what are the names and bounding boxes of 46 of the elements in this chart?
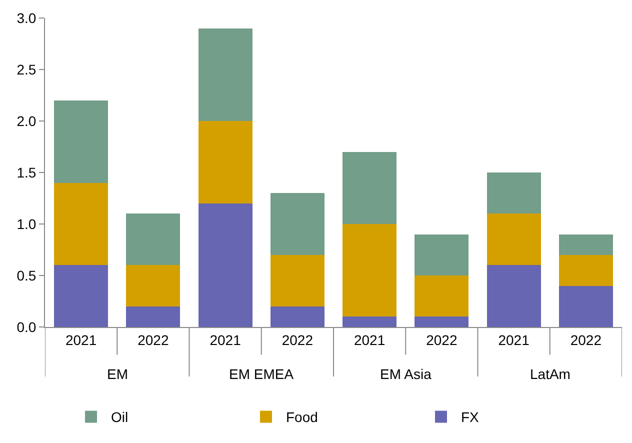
x-tick-label: 2022: [570, 332, 602, 348]
bar: [270, 254, 324, 306]
text: EM: [107, 366, 128, 382]
legend-label: Oil: [111, 409, 128, 426]
bar: [342, 152, 397, 224]
bar: [126, 214, 180, 266]
bar: [126, 265, 180, 306]
text: LatAm: [530, 366, 570, 382]
legend-label: Food: [286, 409, 318, 426]
bar: [198, 203, 252, 327]
y-tick-label: 0.0: [16, 318, 36, 335]
x-tick-label: 2021: [498, 332, 530, 348]
bar: [414, 276, 469, 317]
x-tick-label: 2022: [138, 332, 169, 348]
y-tick-label: 3.0: [16, 10, 36, 26]
bar: [198, 28, 252, 121]
bar: [558, 254, 613, 286]
text: EM Asia: [380, 366, 432, 382]
text: EM EMEA: [229, 366, 294, 382]
bar: [486, 265, 541, 327]
bar: [54, 182, 108, 266]
bar: [126, 306, 180, 327]
bar: [414, 234, 469, 276]
x-tick-label: 2021: [354, 332, 386, 348]
legend-label: FX: [461, 409, 480, 426]
x-tick-label: 2022: [282, 332, 314, 348]
x-tick-label: 2021: [210, 332, 242, 348]
x-tick-label: 2022: [426, 332, 458, 348]
y-tick-label: 1.5: [16, 164, 36, 180]
x-tick-label: 2021: [65, 332, 97, 348]
bar: [342, 224, 397, 317]
bar: [54, 100, 108, 183]
bar: [54, 265, 108, 327]
y-tick-label: 0.5: [16, 267, 36, 284]
bar: [342, 316, 397, 327]
bar: [486, 214, 541, 266]
y-tick-label: 1.0: [16, 216, 36, 232]
bar: [558, 286, 613, 327]
bar: [414, 316, 469, 327]
bar: [270, 193, 324, 255]
y-tick-label: 2.5: [16, 61, 36, 78]
bar: [198, 121, 252, 204]
y-tick-label: 2.0: [16, 112, 36, 129]
bar: [270, 306, 324, 327]
bar: [486, 172, 541, 214]
bar: [558, 234, 613, 255]
